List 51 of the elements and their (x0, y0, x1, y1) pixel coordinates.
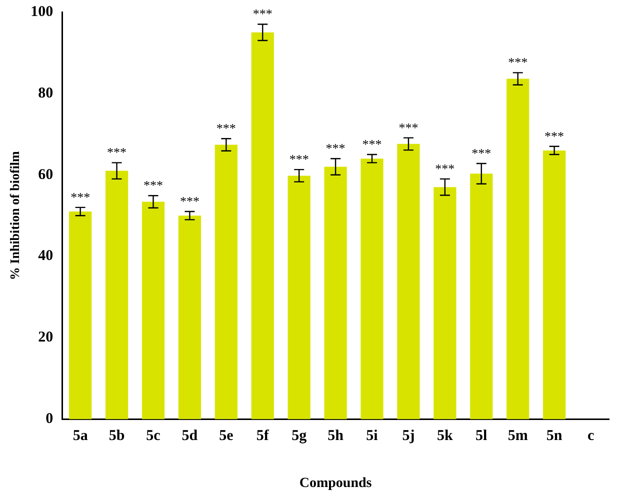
bar (506, 78, 530, 420)
x-tick-label: 5g (292, 428, 308, 444)
x-tick-label: 5b (108, 428, 125, 444)
bar (434, 187, 456, 420)
y-tick-label: 0 (46, 411, 54, 428)
y-tick-label: 100 (30, 4, 54, 20)
data-label: *** (107, 144, 127, 160)
bar (69, 212, 92, 420)
data-label: *** (70, 189, 90, 204)
data-label: *** (326, 140, 346, 156)
data-label: *** (472, 145, 492, 160)
bar (360, 158, 384, 420)
y-tick-label: 40 (38, 248, 54, 264)
x-tick-label: 5f (256, 428, 270, 444)
bar (324, 166, 347, 420)
x-tick-label: 5h (328, 428, 344, 444)
x-tick-label: 5a (72, 428, 88, 444)
data-label: *** (144, 178, 163, 193)
bar (397, 144, 420, 420)
x-tick-label: 5c (146, 428, 161, 444)
x-tick-label: 5e (219, 428, 234, 444)
x-tick-label: 5n (546, 428, 563, 444)
x-tick-label: 5k (437, 428, 454, 444)
x-tick-label: c (587, 428, 594, 444)
bar (470, 174, 493, 420)
data-label: *** (216, 120, 236, 136)
bar (142, 202, 165, 420)
x-tick-label: 5i (366, 428, 378, 444)
data-label: *** (252, 6, 272, 22)
bar (251, 32, 274, 420)
data-label: *** (362, 136, 382, 152)
data-label: *** (435, 160, 455, 176)
y-axis-title: % Inhibition of biofilm (7, 150, 22, 280)
y-tick-label: 60 (38, 166, 54, 183)
data-label: *** (180, 194, 200, 209)
bar (178, 216, 202, 420)
data-label: *** (289, 152, 309, 167)
x-tick-label: 5j (402, 428, 415, 444)
y-tick-label: 20 (38, 330, 54, 346)
bar (214, 144, 238, 420)
x-tick-label: 5l (476, 428, 488, 444)
bar (288, 176, 310, 420)
x-axis-title: Compounds (299, 476, 372, 492)
x-tick-label: 5m (508, 428, 528, 444)
bar (543, 150, 566, 420)
data-label: *** (544, 128, 564, 144)
x-tick-label: 5d (182, 428, 198, 444)
bar (105, 170, 128, 420)
data-label: *** (508, 54, 528, 70)
data-label: *** (398, 120, 418, 135)
y-tick-label: 80 (38, 85, 54, 102)
